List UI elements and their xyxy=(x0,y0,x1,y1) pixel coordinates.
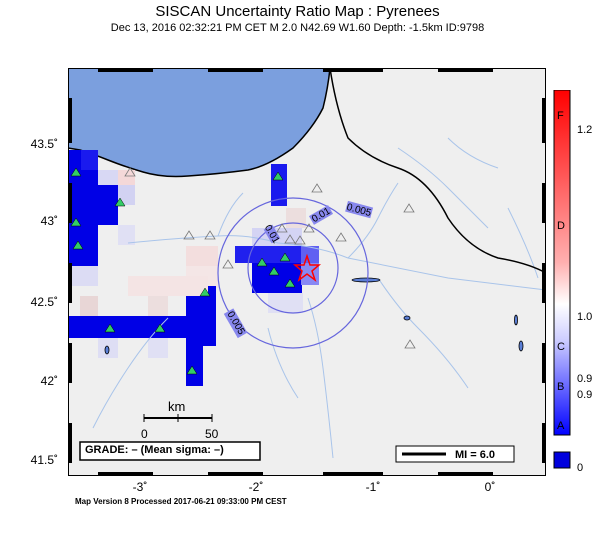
station-used-icon[interactable] xyxy=(70,167,82,177)
mi-box xyxy=(395,445,515,463)
scale-end: 50 xyxy=(205,427,219,441)
uncertainty-contours xyxy=(217,197,369,349)
station-unused-icon[interactable] xyxy=(204,230,216,240)
stations[interactable] xyxy=(70,167,416,375)
station-unused-icon[interactable] xyxy=(276,223,288,233)
station-used-icon[interactable] xyxy=(272,171,284,181)
colorbar xyxy=(553,90,571,469)
scale-start: 0 xyxy=(141,427,148,441)
station-unused-icon[interactable] xyxy=(311,183,323,193)
station-unused-icon[interactable] xyxy=(124,167,136,177)
station-used-icon[interactable] xyxy=(199,287,211,297)
ratio-grid xyxy=(68,150,319,386)
grade-box xyxy=(79,441,261,461)
colorbar-letter: A xyxy=(557,420,565,432)
station-used-icon[interactable] xyxy=(104,323,116,333)
event-summary: Dec 13, 2016 02:32:21 PM CET M 2.0 N42.6… xyxy=(110,22,485,34)
station-unused-icon[interactable] xyxy=(294,235,306,245)
station-unused-icon[interactable] xyxy=(284,234,296,244)
lat-label: 42.5˚ xyxy=(30,295,58,309)
lon-label: -2˚ xyxy=(248,480,264,494)
lat-label: 42˚ xyxy=(40,374,58,388)
uncertainty-map[interactable]: 0.01 0.005 0.01 0.005 xyxy=(68,68,546,476)
scale-bar xyxy=(143,414,213,422)
colorbar-value: 0.9 xyxy=(577,389,593,401)
station-used-icon[interactable] xyxy=(114,197,126,207)
lat-label: 43˚ xyxy=(40,214,58,228)
border-line xyxy=(329,68,546,274)
station-unused-icon[interactable] xyxy=(404,339,416,349)
station-unused-icon[interactable] xyxy=(335,232,347,242)
station-used-icon[interactable] xyxy=(154,323,166,333)
colorbar-letter: C xyxy=(557,341,565,353)
grade-text: GRADE: – (Mean sigma: –) xyxy=(85,444,224,456)
station-used-icon[interactable] xyxy=(279,252,291,262)
station-used-icon[interactable] xyxy=(268,266,280,276)
colorbar-letter: D xyxy=(557,220,565,232)
station-unused-icon[interactable] xyxy=(183,230,195,240)
lakes xyxy=(104,277,524,355)
lat-label: 41.5˚ xyxy=(30,453,58,467)
colorbar-letter: B xyxy=(557,381,565,393)
colorbar-value: 1.2 xyxy=(577,124,593,136)
footer-text: Map Version 8 Processed 2017-06-21 09:33… xyxy=(75,497,287,506)
lon-label: 0˚ xyxy=(484,480,496,494)
epicenter-star-icon[interactable] xyxy=(292,253,322,283)
station-unused-icon[interactable] xyxy=(403,203,415,213)
frame-ticks xyxy=(68,68,546,476)
scale-unit: km xyxy=(168,399,186,414)
lon-label: -3˚ xyxy=(132,480,148,494)
station-unused-icon[interactable] xyxy=(222,259,234,269)
mi-text: MI = 6.0 xyxy=(455,449,496,461)
station-used-icon[interactable] xyxy=(284,278,296,288)
colorbar-value: 1.0 xyxy=(577,311,593,323)
lat-label: 43.5˚ xyxy=(30,137,58,151)
colorbar-value: 0.9 xyxy=(577,373,593,385)
colorbar-letter: F xyxy=(557,110,564,122)
lon-label: -1˚ xyxy=(365,480,381,494)
station-used-icon[interactable] xyxy=(256,257,268,267)
station-used-icon[interactable] xyxy=(72,240,84,250)
station-unused-icon[interactable] xyxy=(303,223,315,233)
station-used-icon[interactable] xyxy=(186,365,198,375)
colorbar-value: 0 xyxy=(577,462,584,474)
sea-area xyxy=(68,68,331,178)
station-used-icon[interactable] xyxy=(70,217,82,227)
map-title: SISCAN Uncertainty Ratio Map : Pyrenees xyxy=(155,3,440,20)
